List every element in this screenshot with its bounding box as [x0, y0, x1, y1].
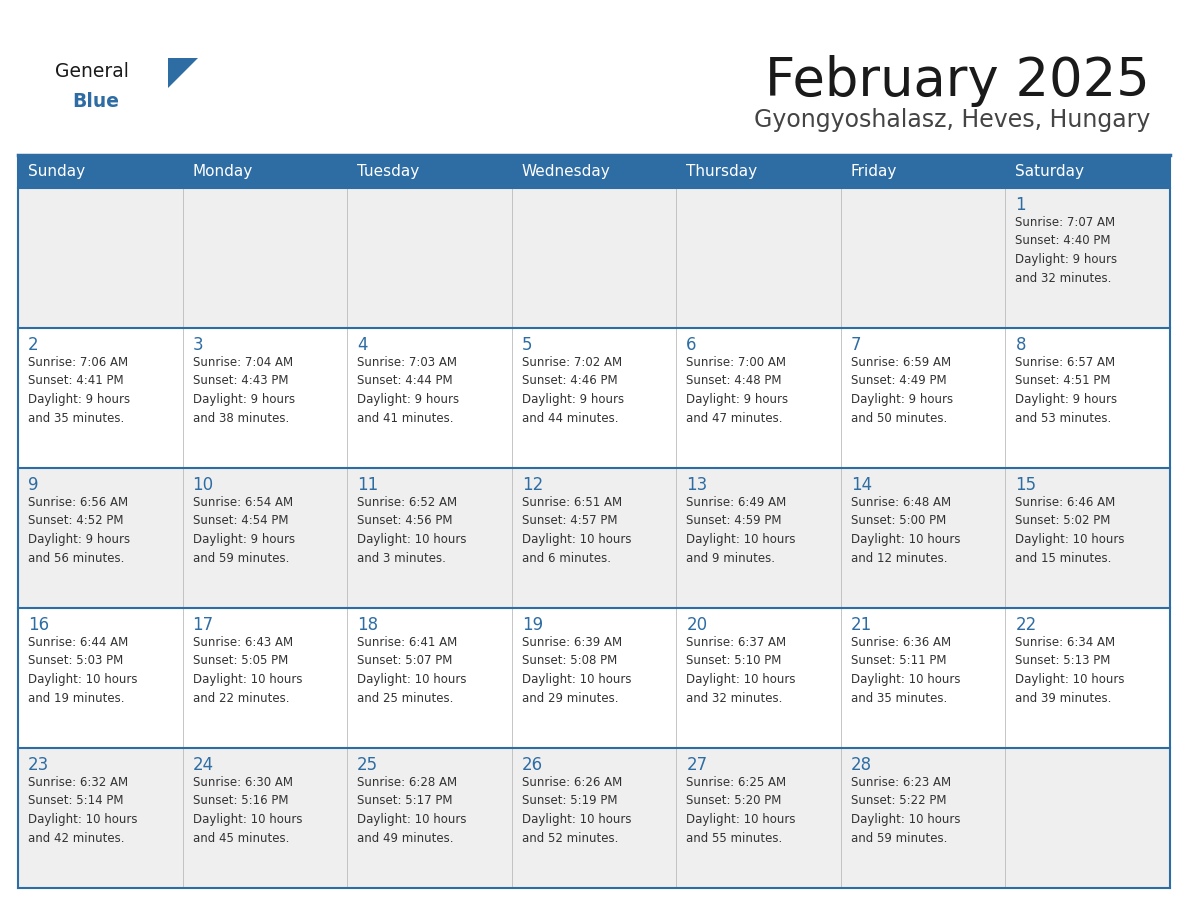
Text: Sunrise: 6:23 AM
Sunset: 5:22 PM
Daylight: 10 hours
and 59 minutes.: Sunrise: 6:23 AM Sunset: 5:22 PM Dayligh… [851, 776, 960, 845]
Text: Tuesday: Tuesday [358, 164, 419, 179]
Text: 24: 24 [192, 756, 214, 774]
Text: 21: 21 [851, 616, 872, 634]
Text: 6: 6 [687, 336, 697, 354]
Text: 23: 23 [29, 756, 49, 774]
Text: Gyongyoshalasz, Heves, Hungary: Gyongyoshalasz, Heves, Hungary [753, 108, 1150, 132]
Text: 5: 5 [522, 336, 532, 354]
Text: Saturday: Saturday [1016, 164, 1085, 179]
Text: 11: 11 [358, 476, 379, 494]
Text: Sunrise: 6:34 AM
Sunset: 5:13 PM
Daylight: 10 hours
and 39 minutes.: Sunrise: 6:34 AM Sunset: 5:13 PM Dayligh… [1016, 636, 1125, 704]
Text: Sunrise: 7:00 AM
Sunset: 4:48 PM
Daylight: 9 hours
and 47 minutes.: Sunrise: 7:00 AM Sunset: 4:48 PM Dayligh… [687, 356, 789, 424]
Text: 1: 1 [1016, 196, 1026, 214]
Bar [18, 608, 1170, 748]
Text: 28: 28 [851, 756, 872, 774]
Text: Sunrise: 6:39 AM
Sunset: 5:08 PM
Daylight: 10 hours
and 29 minutes.: Sunrise: 6:39 AM Sunset: 5:08 PM Dayligh… [522, 636, 631, 704]
Text: Sunrise: 6:30 AM
Sunset: 5:16 PM
Daylight: 10 hours
and 45 minutes.: Sunrise: 6:30 AM Sunset: 5:16 PM Dayligh… [192, 776, 302, 845]
Text: Monday: Monday [192, 164, 253, 179]
Text: Sunrise: 7:04 AM
Sunset: 4:43 PM
Daylight: 9 hours
and 38 minutes.: Sunrise: 7:04 AM Sunset: 4:43 PM Dayligh… [192, 356, 295, 424]
Text: Sunrise: 6:41 AM
Sunset: 5:07 PM
Daylight: 10 hours
and 25 minutes.: Sunrise: 6:41 AM Sunset: 5:07 PM Dayligh… [358, 636, 467, 704]
Text: 27: 27 [687, 756, 707, 774]
Text: 17: 17 [192, 616, 214, 634]
Text: Sunday: Sunday [29, 164, 86, 179]
Text: Sunrise: 6:51 AM
Sunset: 4:57 PM
Daylight: 10 hours
and 6 minutes.: Sunrise: 6:51 AM Sunset: 4:57 PM Dayligh… [522, 496, 631, 565]
Bar [18, 155, 1170, 188]
Text: Sunrise: 6:32 AM
Sunset: 5:14 PM
Daylight: 10 hours
and 42 minutes.: Sunrise: 6:32 AM Sunset: 5:14 PM Dayligh… [29, 776, 138, 845]
Text: 18: 18 [358, 616, 378, 634]
Text: General: General [55, 62, 128, 81]
Text: 8: 8 [1016, 336, 1026, 354]
Text: 25: 25 [358, 756, 378, 774]
Text: 3: 3 [192, 336, 203, 354]
Text: 15: 15 [1016, 476, 1037, 494]
Text: Sunrise: 6:44 AM
Sunset: 5:03 PM
Daylight: 10 hours
and 19 minutes.: Sunrise: 6:44 AM Sunset: 5:03 PM Dayligh… [29, 636, 138, 704]
Text: Sunrise: 7:02 AM
Sunset: 4:46 PM
Daylight: 9 hours
and 44 minutes.: Sunrise: 7:02 AM Sunset: 4:46 PM Dayligh… [522, 356, 624, 424]
Text: Sunrise: 7:03 AM
Sunset: 4:44 PM
Daylight: 9 hours
and 41 minutes.: Sunrise: 7:03 AM Sunset: 4:44 PM Dayligh… [358, 356, 460, 424]
Text: Sunrise: 6:43 AM
Sunset: 5:05 PM
Daylight: 10 hours
and 22 minutes.: Sunrise: 6:43 AM Sunset: 5:05 PM Dayligh… [192, 636, 302, 704]
Text: Blue: Blue [72, 92, 119, 111]
Text: 12: 12 [522, 476, 543, 494]
Text: 19: 19 [522, 616, 543, 634]
Text: Sunrise: 6:46 AM
Sunset: 5:02 PM
Daylight: 10 hours
and 15 minutes.: Sunrise: 6:46 AM Sunset: 5:02 PM Dayligh… [1016, 496, 1125, 565]
Text: 10: 10 [192, 476, 214, 494]
Text: 22: 22 [1016, 616, 1037, 634]
Text: Sunrise: 6:54 AM
Sunset: 4:54 PM
Daylight: 9 hours
and 59 minutes.: Sunrise: 6:54 AM Sunset: 4:54 PM Dayligh… [192, 496, 295, 565]
Text: Sunrise: 7:06 AM
Sunset: 4:41 PM
Daylight: 9 hours
and 35 minutes.: Sunrise: 7:06 AM Sunset: 4:41 PM Dayligh… [29, 356, 131, 424]
Bar [18, 328, 1170, 468]
Text: Sunrise: 6:57 AM
Sunset: 4:51 PM
Daylight: 9 hours
and 53 minutes.: Sunrise: 6:57 AM Sunset: 4:51 PM Dayligh… [1016, 356, 1118, 424]
Text: 20: 20 [687, 616, 707, 634]
Text: Sunrise: 6:25 AM
Sunset: 5:20 PM
Daylight: 10 hours
and 55 minutes.: Sunrise: 6:25 AM Sunset: 5:20 PM Dayligh… [687, 776, 796, 845]
Text: 7: 7 [851, 336, 861, 354]
Text: February 2025: February 2025 [765, 55, 1150, 107]
Text: 2: 2 [29, 336, 39, 354]
Text: 13: 13 [687, 476, 708, 494]
Text: 4: 4 [358, 336, 367, 354]
Text: Sunrise: 6:59 AM
Sunset: 4:49 PM
Daylight: 9 hours
and 50 minutes.: Sunrise: 6:59 AM Sunset: 4:49 PM Dayligh… [851, 356, 953, 424]
Text: 26: 26 [522, 756, 543, 774]
Bar [18, 188, 1170, 328]
Text: Wednesday: Wednesday [522, 164, 611, 179]
Text: 9: 9 [29, 476, 38, 494]
Polygon shape [168, 58, 198, 88]
Text: Sunrise: 6:28 AM
Sunset: 5:17 PM
Daylight: 10 hours
and 49 minutes.: Sunrise: 6:28 AM Sunset: 5:17 PM Dayligh… [358, 776, 467, 845]
Text: Sunrise: 6:37 AM
Sunset: 5:10 PM
Daylight: 10 hours
and 32 minutes.: Sunrise: 6:37 AM Sunset: 5:10 PM Dayligh… [687, 636, 796, 704]
Text: Sunrise: 6:48 AM
Sunset: 5:00 PM
Daylight: 10 hours
and 12 minutes.: Sunrise: 6:48 AM Sunset: 5:00 PM Dayligh… [851, 496, 960, 565]
Bar [18, 748, 1170, 888]
Text: Sunrise: 6:26 AM
Sunset: 5:19 PM
Daylight: 10 hours
and 52 minutes.: Sunrise: 6:26 AM Sunset: 5:19 PM Dayligh… [522, 776, 631, 845]
Text: Sunrise: 7:07 AM
Sunset: 4:40 PM
Daylight: 9 hours
and 32 minutes.: Sunrise: 7:07 AM Sunset: 4:40 PM Dayligh… [1016, 216, 1118, 285]
Text: Sunrise: 6:52 AM
Sunset: 4:56 PM
Daylight: 10 hours
and 3 minutes.: Sunrise: 6:52 AM Sunset: 4:56 PM Dayligh… [358, 496, 467, 565]
Text: Thursday: Thursday [687, 164, 758, 179]
Text: Sunrise: 6:56 AM
Sunset: 4:52 PM
Daylight: 9 hours
and 56 minutes.: Sunrise: 6:56 AM Sunset: 4:52 PM Dayligh… [29, 496, 131, 565]
Text: 16: 16 [29, 616, 49, 634]
Text: Sunrise: 6:49 AM
Sunset: 4:59 PM
Daylight: 10 hours
and 9 minutes.: Sunrise: 6:49 AM Sunset: 4:59 PM Dayligh… [687, 496, 796, 565]
Text: Sunrise: 6:36 AM
Sunset: 5:11 PM
Daylight: 10 hours
and 35 minutes.: Sunrise: 6:36 AM Sunset: 5:11 PM Dayligh… [851, 636, 960, 704]
Text: Friday: Friday [851, 164, 897, 179]
Bar [18, 468, 1170, 608]
Text: 14: 14 [851, 476, 872, 494]
